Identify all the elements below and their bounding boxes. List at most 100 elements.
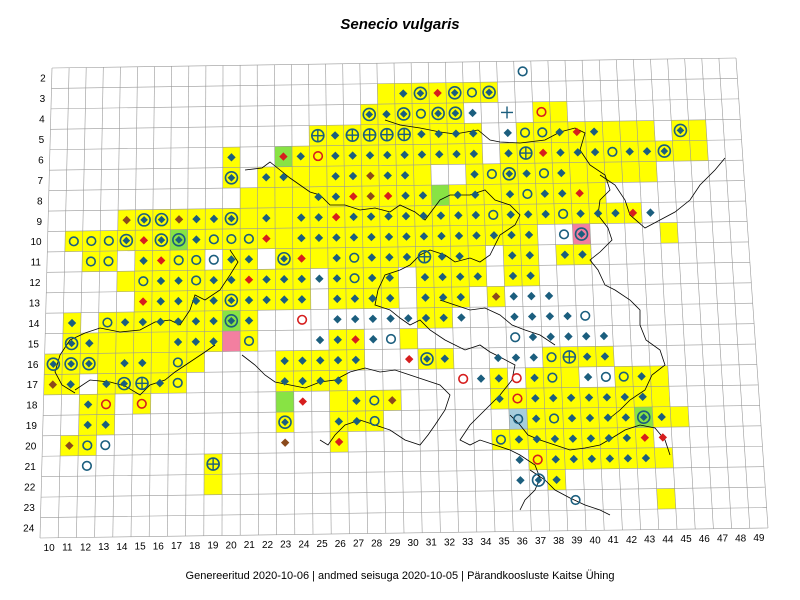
circle-diamond-marker bbox=[227, 214, 236, 223]
blue-diamond-marker bbox=[174, 317, 183, 326]
y-axis-label: 2 bbox=[40, 74, 46, 85]
occupied-cell bbox=[549, 101, 568, 123]
y-axis-label: 23 bbox=[24, 503, 36, 514]
occupied-cell bbox=[187, 249, 206, 271]
blue-circle-marker bbox=[226, 233, 237, 245]
occupied-cell bbox=[151, 331, 170, 353]
x-axis-label: 48 bbox=[735, 533, 747, 544]
blue-diamond-marker bbox=[280, 356, 289, 366]
occupied-cell bbox=[168, 372, 187, 394]
blue-diamond-marker bbox=[527, 312, 537, 321]
x-axis-label: 38 bbox=[553, 536, 565, 547]
blue-diamond-marker bbox=[455, 272, 465, 281]
blue-diamond-marker bbox=[529, 353, 538, 362]
red-diamond-marker bbox=[433, 88, 442, 98]
grid-line-vertical bbox=[167, 66, 172, 537]
blue-diamond-marker bbox=[331, 192, 341, 201]
red-diamond-marker bbox=[156, 256, 166, 265]
blue-diamond-marker bbox=[419, 232, 429, 241]
occupied-cell bbox=[132, 393, 151, 415]
blue-circle-marker bbox=[537, 127, 548, 138]
occupied-cell bbox=[518, 183, 537, 205]
blue-diamond-marker bbox=[503, 128, 512, 138]
blue-circle-marker bbox=[517, 66, 528, 77]
blue-diamond-marker bbox=[605, 454, 615, 463]
occupied-cell bbox=[602, 121, 621, 142]
circle-diamond-marker bbox=[365, 110, 374, 119]
blue-diamond-marker bbox=[451, 129, 461, 138]
circle-diamond-marker bbox=[120, 379, 128, 388]
blue-diamond-marker bbox=[506, 210, 515, 219]
circle-diamond-marker bbox=[277, 251, 291, 266]
blue-diamond-marker bbox=[589, 127, 599, 136]
y-axis-label: 3 bbox=[40, 94, 46, 105]
circle-diamond-marker bbox=[119, 233, 134, 248]
blue-diamond-marker bbox=[528, 332, 538, 342]
x-axis-label: 15 bbox=[135, 542, 147, 553]
blue-diamond-marker bbox=[102, 379, 111, 389]
circle-diamond-marker bbox=[227, 317, 236, 325]
blue-diamond-marker bbox=[365, 151, 375, 160]
circle-diamond-marker bbox=[450, 88, 459, 97]
blue-diamond-marker bbox=[333, 315, 342, 324]
blue-diamond-marker bbox=[349, 212, 358, 222]
circle-diamond-marker bbox=[64, 336, 79, 351]
blue-diamond-marker bbox=[120, 358, 129, 368]
brown-diamond-marker bbox=[48, 380, 58, 389]
circle-diamond-marker bbox=[482, 85, 496, 100]
grid-line-vertical bbox=[684, 58, 714, 529]
x-axis-label: 43 bbox=[644, 535, 656, 546]
grid-line-horizontal bbox=[51, 78, 738, 89]
blue-diamond-marker bbox=[540, 189, 550, 198]
blue-diamond-marker bbox=[504, 149, 513, 158]
y-axis-label: 16 bbox=[27, 360, 39, 371]
red-circle-marker bbox=[511, 373, 522, 384]
x-axis-label: 42 bbox=[626, 535, 638, 546]
x-axis-label: 14 bbox=[116, 542, 128, 553]
blue-diamond-marker bbox=[101, 420, 110, 429]
grid-line-vertical bbox=[185, 65, 190, 537]
x-axis-label: 39 bbox=[571, 536, 583, 547]
circle-diamond-marker bbox=[224, 293, 239, 308]
y-axis-label: 7 bbox=[38, 176, 44, 187]
x-axis-label: 40 bbox=[590, 535, 602, 546]
blue-diamond-marker bbox=[452, 149, 461, 159]
blue-diamond-marker bbox=[331, 151, 340, 161]
circle-diamond-marker bbox=[137, 213, 151, 227]
blue-diamond-marker bbox=[569, 454, 578, 464]
grid-line-horizontal bbox=[42, 445, 763, 457]
blue-diamond-marker bbox=[437, 231, 446, 241]
circle-diamond-marker bbox=[399, 110, 408, 118]
blue-diamond-marker bbox=[385, 293, 395, 303]
blue-circle-marker bbox=[618, 371, 629, 382]
blue-circle-marker bbox=[513, 413, 524, 425]
circle-diamond-marker bbox=[636, 410, 651, 425]
blue-circle-marker bbox=[538, 168, 550, 179]
occupied-cell bbox=[399, 328, 418, 350]
blue-circle-marker bbox=[191, 254, 202, 266]
blue-diamond-marker bbox=[85, 339, 94, 348]
grid-line-horizontal bbox=[48, 180, 745, 191]
occupied-cell bbox=[274, 187, 293, 208]
occupied-cell bbox=[533, 122, 552, 143]
blue-diamond-marker bbox=[550, 434, 560, 444]
grid-line-vertical bbox=[701, 58, 732, 529]
y-axis-label: 24 bbox=[23, 523, 35, 534]
blue-circle-marker bbox=[510, 332, 521, 343]
occupied-cell bbox=[560, 367, 580, 388]
occupied-cell bbox=[412, 103, 430, 125]
blue-diamond-marker bbox=[192, 214, 201, 224]
blue-circle-marker bbox=[82, 440, 93, 451]
blue-diamond-marker bbox=[494, 374, 504, 383]
occupied-cell bbox=[78, 435, 97, 456]
blue-circle-marker bbox=[191, 275, 202, 286]
blue-diamond-marker bbox=[332, 253, 341, 263]
blue-diamond-marker bbox=[314, 192, 323, 202]
blue-diamond-marker bbox=[578, 250, 587, 259]
blue-diamond-marker bbox=[525, 251, 534, 260]
blue-diamond-marker bbox=[587, 454, 597, 464]
blue-diamond-marker bbox=[352, 396, 361, 405]
brown-diamond-marker bbox=[122, 215, 131, 225]
blue-diamond-marker bbox=[568, 434, 578, 443]
circle-diamond-marker bbox=[673, 123, 688, 138]
